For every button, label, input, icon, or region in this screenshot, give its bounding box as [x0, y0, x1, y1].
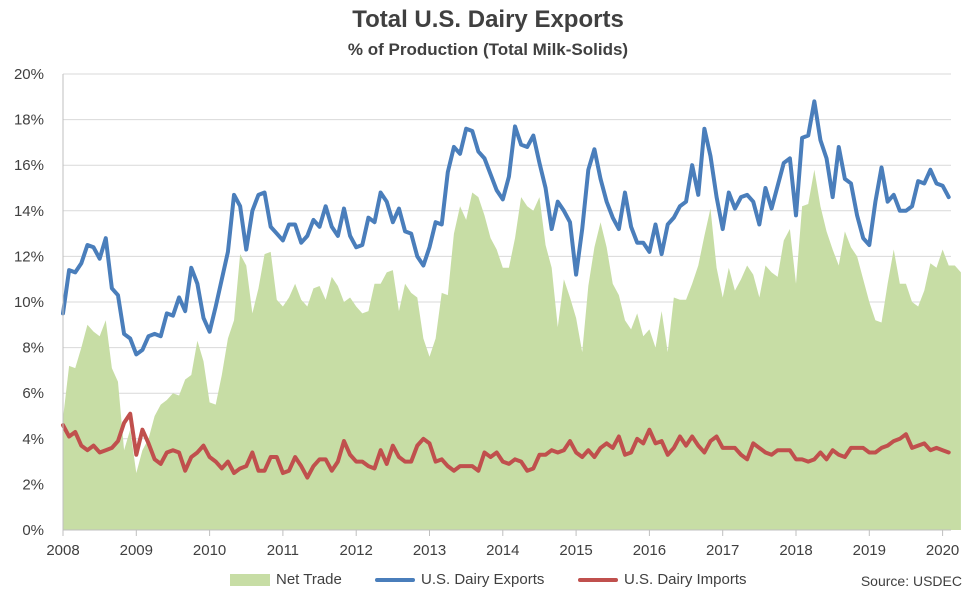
chart-title: Total U.S. Dairy Exports: [352, 6, 624, 33]
x-tick-label: 2008: [46, 542, 79, 559]
y-tick-label: 0%: [22, 522, 44, 539]
x-tick-label: 2014: [486, 542, 519, 559]
x-tick-label: 2013: [413, 542, 446, 559]
series-lines: [61, 99, 951, 480]
net-trade-area-layer: [63, 169, 961, 530]
y-tick-label: 14%: [14, 203, 44, 220]
y-tick-label: 16%: [14, 157, 44, 174]
y-tick-label: 10%: [14, 294, 44, 311]
x-tick-label: 2016: [633, 542, 666, 559]
x-tick-label: 2015: [559, 542, 592, 559]
y-tick-label: 8%: [22, 340, 44, 357]
exports-line: [61, 99, 951, 357]
y-tick-label: 20%: [14, 66, 44, 83]
legend-label-net-trade: Net Trade: [276, 571, 342, 588]
legend-swatch-net-trade: [230, 573, 270, 586]
x-tick-label: 2012: [340, 542, 373, 559]
x-tick-label: 2010: [193, 542, 226, 559]
x-tick-label: 2020: [926, 542, 959, 559]
x-tick-label: 2018: [779, 542, 812, 559]
net-trade-area: [63, 169, 961, 530]
legend-label-imports: U.S. Dairy Imports: [624, 571, 747, 588]
imports-line: [61, 411, 951, 480]
legend: Net Trade U.S. Dairy Exports U.S. Dairy …: [0, 571, 976, 593]
axes: [62, 74, 951, 536]
y-tick-label: 18%: [14, 112, 44, 129]
y-tick-label: 6%: [22, 385, 44, 402]
source-note: Source: USDEC: [860, 573, 962, 589]
x-axis-tick-labels: 2008 2009 2010 2011 2012 2013 2014 2015 2016 2017…: [46, 542, 959, 559]
x-tick-label: 2009: [120, 542, 153, 559]
legend-item-imports: U.S. Dairy Imports: [578, 571, 747, 588]
legend-swatch-exports: [375, 577, 415, 582]
y-tick-label: 4%: [22, 431, 44, 448]
y-tick-label: 2%: [22, 476, 44, 493]
y-tick-label: 12%: [14, 248, 44, 265]
legend-swatch-imports: [578, 577, 618, 582]
chart-subtitle: % of Production (Total Milk-Solids): [347, 40, 629, 59]
y-axis-tick-labels: 0% 2% 4% 6% 8% 10% 12% 14% 16% 18% 20%: [14, 66, 44, 539]
legend-item-exports: U.S. Dairy Exports: [375, 571, 544, 588]
legend-label-exports: U.S. Dairy Exports: [421, 571, 545, 588]
legend-item-net-trade: Net Trade: [230, 571, 342, 588]
x-tick-label: 2017: [706, 542, 739, 559]
x-tick-label: 2011: [267, 542, 299, 559]
x-tick-label: 2019: [853, 542, 886, 559]
